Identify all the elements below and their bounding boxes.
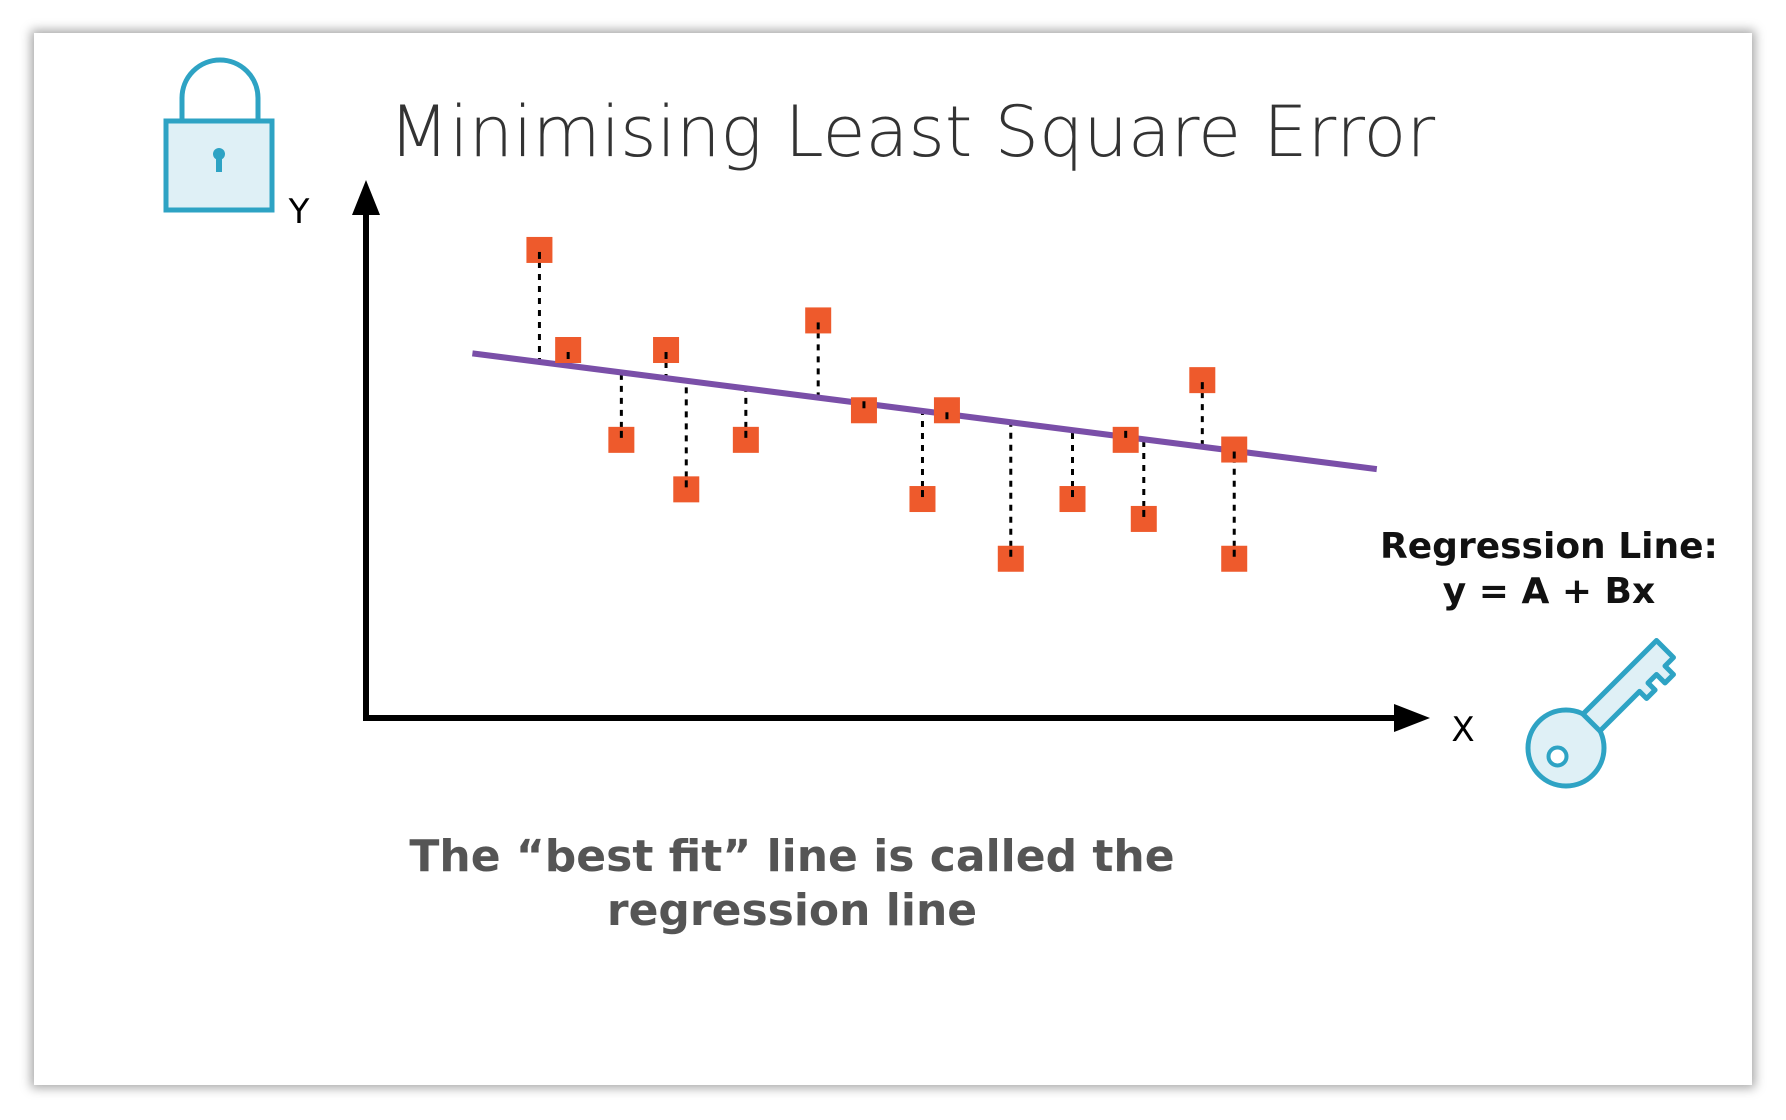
x-axis-label: X [1451,710,1474,750]
data-points [526,236,1248,572]
data-point [1059,486,1086,513]
data-point [526,236,553,263]
data-point [1221,436,1248,463]
data-point [805,307,832,334]
data-point [1130,505,1157,532]
regression-chart: Minimising Least Square Error Y X [163,57,1718,936]
caption-line-1: The “best fit” line is called the [409,831,1174,882]
data-point [1189,367,1216,394]
data-point [555,337,582,364]
data-point [732,426,759,453]
y-axis-arrow [352,180,380,215]
data-point [608,426,635,453]
data-point [673,476,700,503]
data-point [1221,545,1248,572]
data-point [850,397,877,424]
data-point [1112,426,1139,453]
slide: Minimising Least Square Error Y X [34,33,1752,1085]
data-point [909,486,936,513]
key-icon [1525,638,1676,789]
data-point [653,337,680,364]
data-point [933,397,960,424]
lock-icon [163,57,275,213]
chart-title: Minimising Least Square Error [389,91,1435,173]
regression-label: Regression Line: [1380,526,1718,567]
caption-line-2: regression line [607,885,977,936]
data-point [997,545,1024,572]
y-axis-label: Y [288,192,310,232]
x-axis-arrow [1394,704,1430,732]
axes [352,180,1430,732]
regression-equation: y = A + Bx [1443,571,1655,612]
